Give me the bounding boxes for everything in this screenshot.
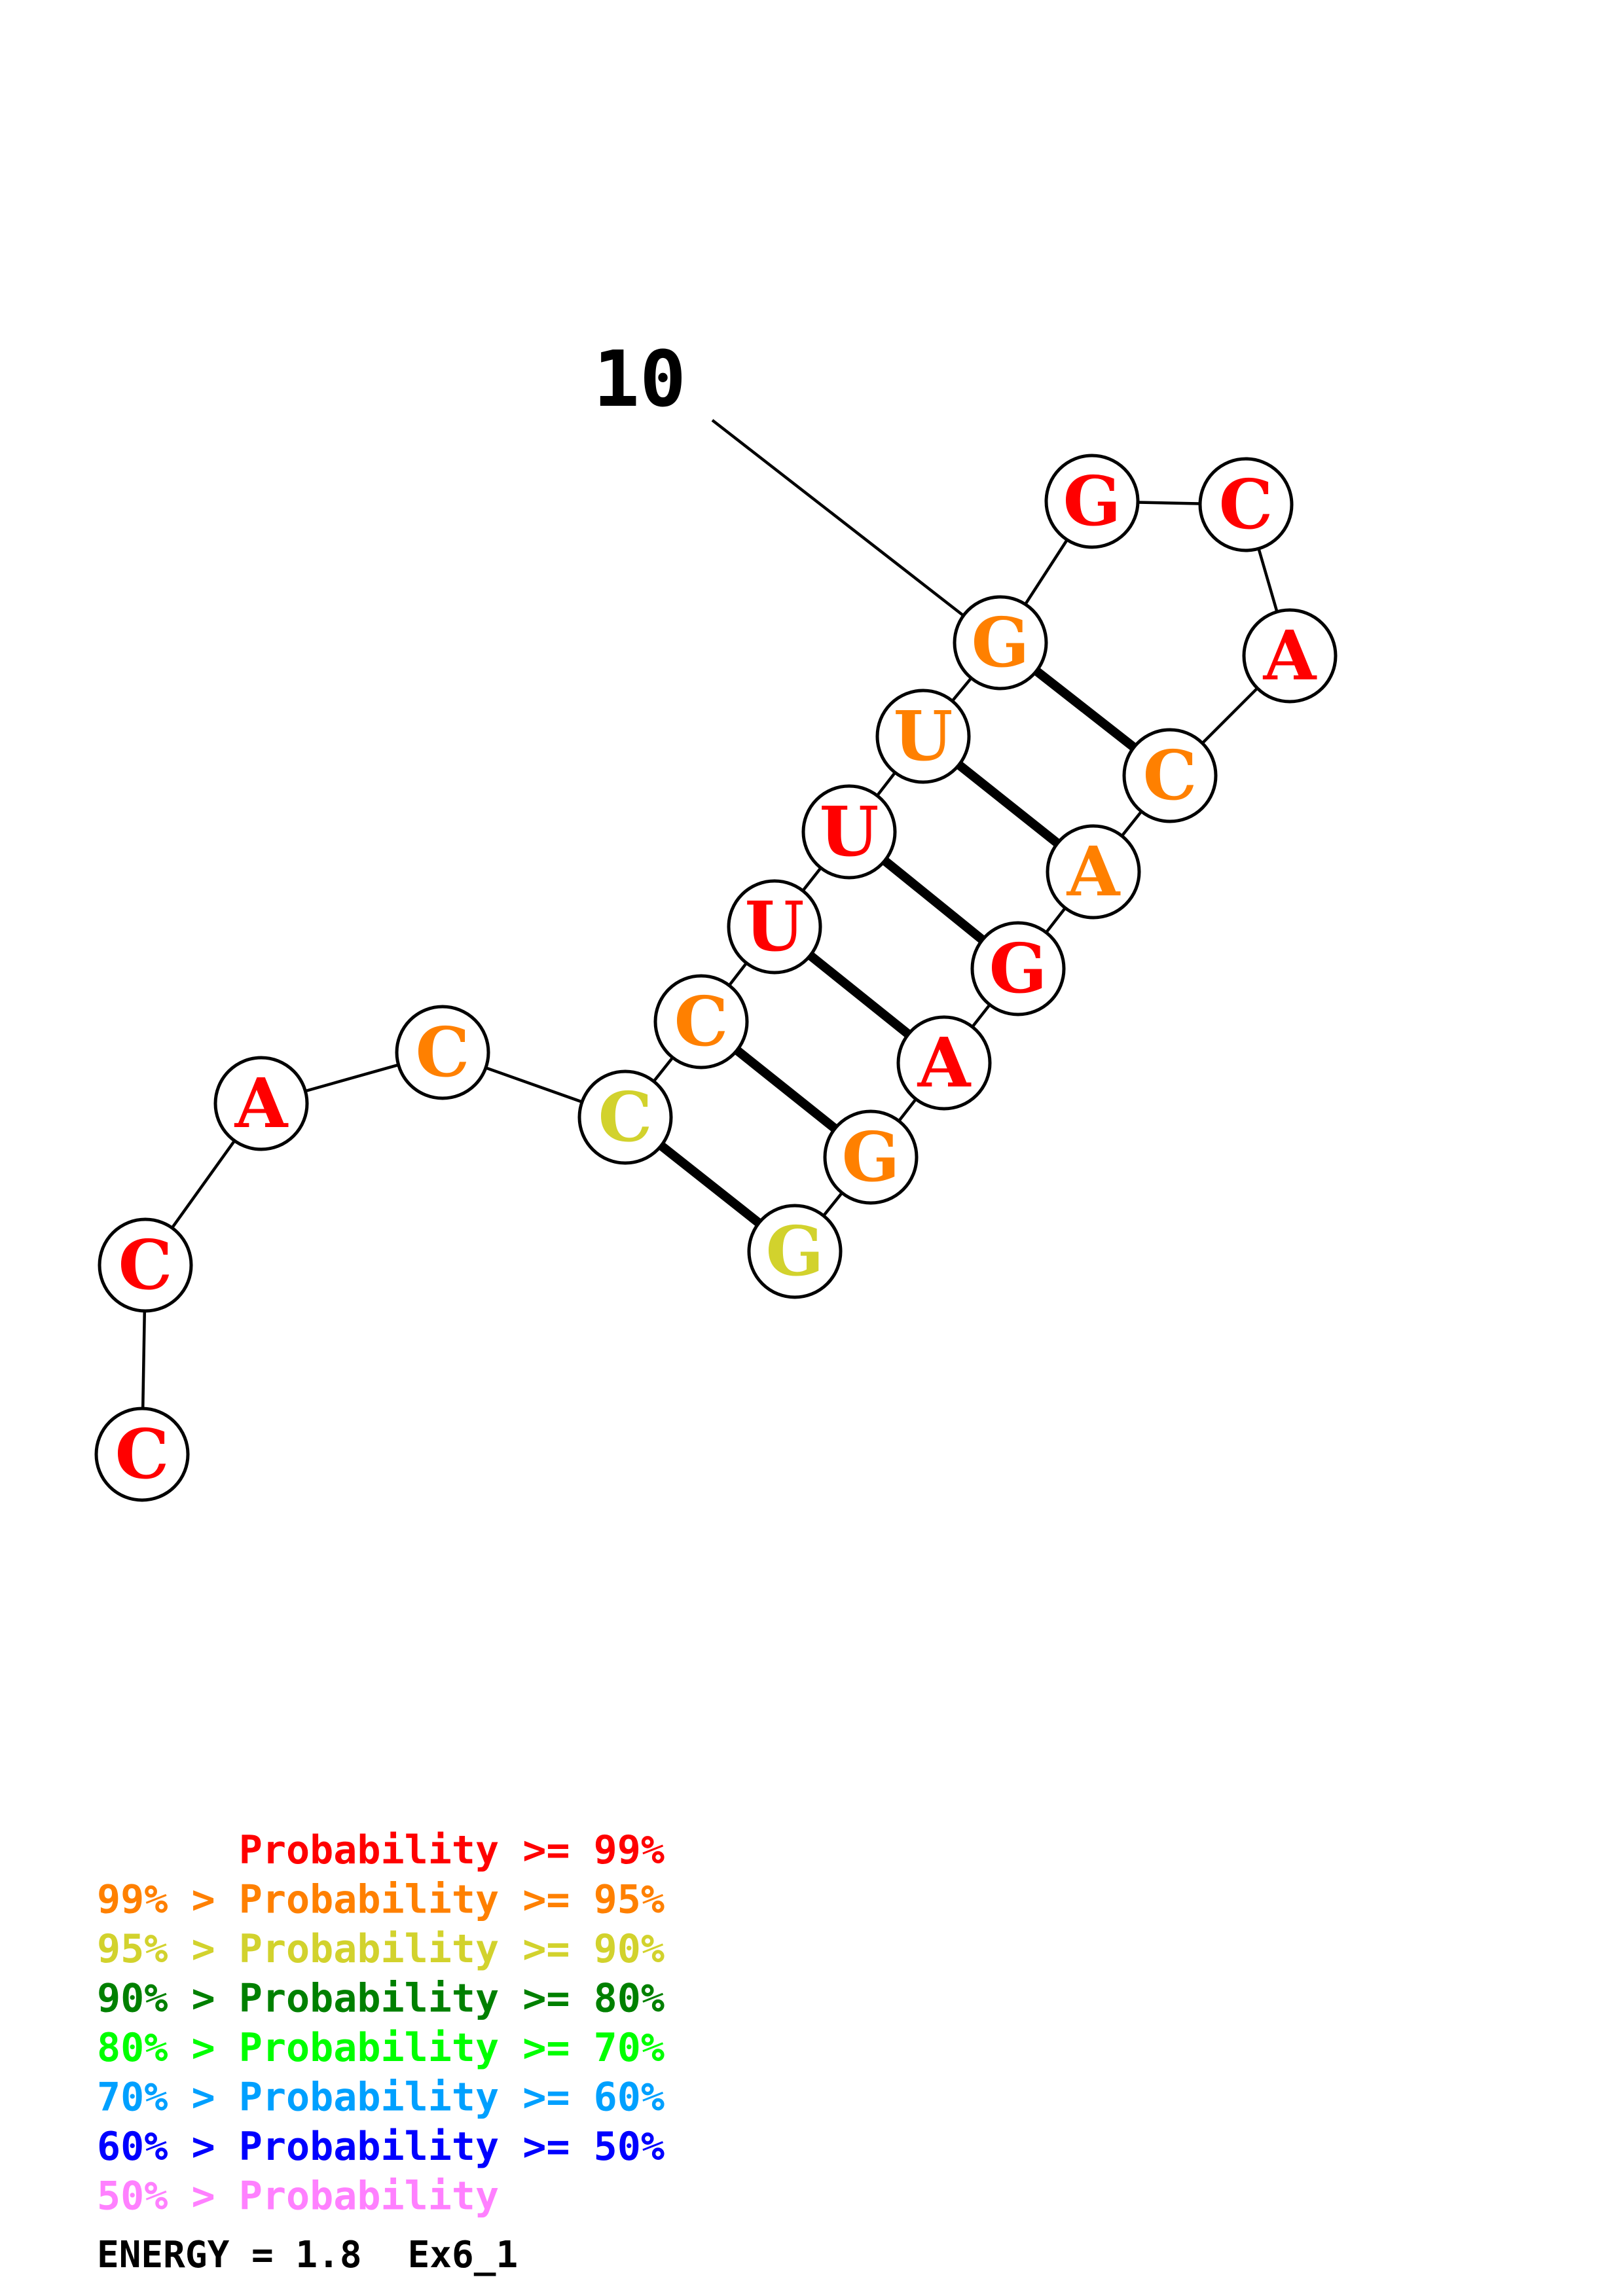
position-marker: 10 xyxy=(593,334,968,619)
nucleotide-base: C xyxy=(1143,735,1197,816)
legend-entry: 90% > Probability >= 80% xyxy=(97,1976,665,2022)
nucleotide: G xyxy=(1044,454,1140,549)
nucleotide-circle xyxy=(653,974,749,1069)
legend-entry: 70% > Probability >= 60% xyxy=(97,2075,665,2121)
nucleotide: A xyxy=(213,1056,309,1151)
nucleotide: C xyxy=(395,1005,490,1100)
nucleotide: G xyxy=(823,1109,919,1205)
nucleotide: G xyxy=(953,595,1048,691)
nucleotide-base: A xyxy=(1263,615,1317,696)
nucleotide-circle xyxy=(1044,454,1140,549)
nucleotide-circle xyxy=(875,689,971,784)
legend-entry: 80% > Probability >= 70% xyxy=(97,2025,665,2071)
footer: ENERGY = 1.8 Ex6_1 xyxy=(97,2234,518,2276)
nucleotide-base: U xyxy=(745,886,805,967)
nucleotide-circle xyxy=(213,1056,309,1151)
nucleotide-base: A xyxy=(234,1063,289,1143)
nucleotide-base: C xyxy=(598,1077,653,1157)
position-marker-label: 10 xyxy=(593,334,686,424)
legend-entry: Probability >= 99% xyxy=(97,1827,665,1873)
nucleotide-circle xyxy=(823,1109,919,1205)
energy-label: ENERGY = 1.8 xyxy=(97,2234,362,2276)
nucleotide: A xyxy=(896,1015,992,1111)
nucleotide-circle xyxy=(953,595,1048,691)
nucleotide-circle xyxy=(395,1005,490,1100)
nucleotide: G xyxy=(747,1204,843,1299)
nucleotide-base: A xyxy=(1067,831,1121,912)
nucleotide-base: G xyxy=(1063,461,1122,541)
nucleotide: A xyxy=(1046,824,1141,920)
nucleotide-circle xyxy=(970,921,1066,1016)
nucleotide-base: U xyxy=(820,791,879,872)
nucleotide-base: U xyxy=(894,696,953,776)
nucleotide-base: C xyxy=(1219,464,1273,545)
nucleotide-base: G xyxy=(989,928,1048,1009)
nucleotide-base: G xyxy=(842,1117,900,1197)
nucleotide: C xyxy=(653,974,749,1069)
legend-entry: 50% > Probability xyxy=(97,2174,499,2219)
nucleotide: U xyxy=(727,879,822,975)
nucleotide: C xyxy=(1122,728,1218,823)
nucleotide: C xyxy=(1198,457,1294,552)
position-marker-line xyxy=(711,419,968,619)
nucleotide-circle xyxy=(1242,608,1338,704)
nucleotide-circle xyxy=(577,1069,673,1165)
nucleotide-circle xyxy=(1046,824,1141,920)
nucleotide-circle xyxy=(727,879,822,975)
nucleotide-circle xyxy=(98,1217,193,1313)
legend-entry: 95% > Probability >= 90% xyxy=(97,1926,665,1972)
probability-legend: Probability >= 99%99% > Probability >= 9… xyxy=(97,1827,665,2219)
nucleotide: C xyxy=(94,1407,190,1502)
nucleotide: C xyxy=(98,1217,193,1313)
nucleotide-base: A xyxy=(917,1022,972,1103)
nucleotide: C xyxy=(577,1069,673,1165)
nucleotide: G xyxy=(970,921,1066,1016)
legend-entry: 99% > Probability >= 95% xyxy=(97,1877,665,1923)
nucleotide-base: C xyxy=(674,981,729,1062)
structure-name: Ex6_1 xyxy=(408,2234,519,2276)
nucleotide: U xyxy=(875,689,971,784)
nucleotide: U xyxy=(801,784,897,880)
nucleotide-base: C xyxy=(119,1225,173,1305)
nucleotide-circle xyxy=(1122,728,1218,823)
nucleotide-base: C xyxy=(115,1414,170,1494)
nucleotide-circle xyxy=(94,1407,190,1502)
nucleotide-circle xyxy=(801,784,897,880)
legend-entry: 60% > Probability >= 50% xyxy=(97,2124,665,2170)
nucleotide-base: G xyxy=(766,1211,824,1291)
nucleotide: A xyxy=(1242,608,1338,704)
nucleotide-circle xyxy=(896,1015,992,1111)
nucleotide-circle xyxy=(1198,457,1294,552)
nucleotide-circle xyxy=(747,1204,843,1299)
nucleotide-base: C xyxy=(416,1012,470,1092)
nucleotide-base: G xyxy=(972,602,1030,683)
